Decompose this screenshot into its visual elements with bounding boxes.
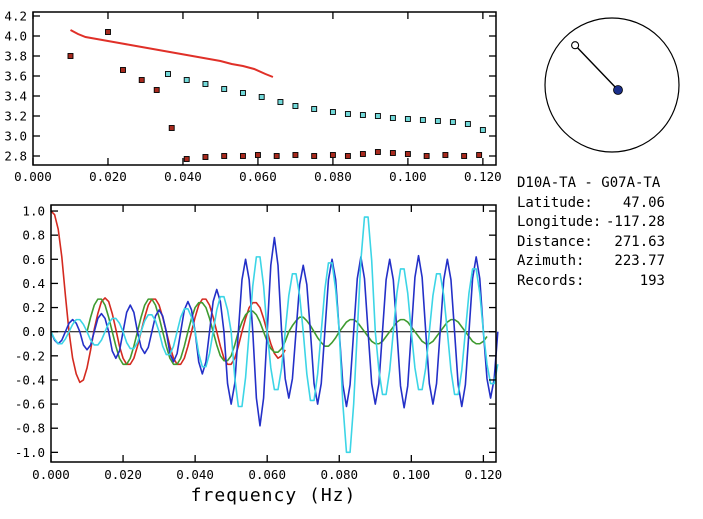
raw-dispersion-points: [67, 29, 483, 162]
y-tick-label: 0.2: [22, 300, 45, 315]
x-axis: 0.000 0.020 0.040 0.060 0.080 0.100 0.120: [32, 205, 502, 482]
records-value: 193: [639, 272, 665, 289]
x-tick-label: 0.020: [104, 467, 142, 482]
x-axis-title: frequency (Hz): [190, 485, 357, 506]
y-tick-label: 3.2: [4, 109, 27, 124]
y-axis: -1.0 -0.8 -0.6 -0.4 -0.2 0.0 0.2 0.4 0.6 0.8 1.0: [15, 204, 496, 460]
y-tick-label: -0.8: [15, 421, 45, 436]
wave-green: [86, 298, 488, 366]
x-tick-label: 0.100: [393, 467, 431, 482]
wave-cyan: [50, 216, 499, 454]
y-tick-label: 3.4: [4, 89, 27, 104]
y-tick-label: -1.0: [15, 445, 45, 460]
dispersion-chart: 0.000 0.020 0.040 0.060 0.080 0.100 0.120 2.8 3.…: [4, 9, 501, 185]
info-row-latitude: Latitude: 47.06: [517, 194, 665, 214]
x-tick-label: 0.040: [176, 467, 214, 482]
y-axis: 2.8 3.0 3.2 3.4 3.6 3.8 4.0 4.2: [4, 9, 496, 164]
reference-station-dot: [613, 85, 623, 95]
remote-station-open-circle: [571, 41, 580, 50]
y-tick-label: 3.0: [4, 129, 27, 144]
x-tick-label: 0.040: [164, 169, 202, 184]
distance-value: 271.63: [614, 233, 665, 250]
y-tick-label: 3.8: [4, 49, 27, 64]
y-tick-label: -0.6: [15, 397, 45, 412]
y-tick-label: 4.2: [4, 9, 27, 24]
station-info-panel: D10A-TA - G07A-TA Latitude: 47.06 Longit…: [517, 174, 665, 291]
y-tick-label: 0.6: [22, 252, 45, 267]
x-tick-label: 0.000: [32, 467, 70, 482]
y-tick-label: 4.0: [4, 29, 27, 44]
x-tick-label: 0.080: [320, 467, 358, 482]
x-tick-label: 0.080: [314, 169, 352, 184]
station-pair-label: D10A-TA - G07A-TA: [517, 175, 661, 191]
latitude-label: Latitude:: [517, 194, 593, 211]
plot-frame: [32, 11, 497, 166]
x-tick-label: 0.020: [89, 169, 127, 184]
smoothed-dispersion-curve: [70, 29, 274, 78]
azimuth-circle: [544, 17, 680, 153]
x-tick-label: 0.000: [14, 169, 52, 184]
cleaned-dispersion-points: [165, 71, 486, 133]
info-row-distance: Distance: 271.63: [517, 233, 665, 253]
x-tick-label: 0.100: [389, 169, 427, 184]
y-tick-label: 0.8: [22, 228, 45, 243]
y-tick-label: 0.0: [22, 324, 45, 339]
y-tick-label: -0.4: [15, 372, 45, 387]
longitude-label: Longitude:: [517, 214, 602, 230]
x-tick-label: 0.120: [464, 169, 502, 184]
info-row-records: Records: 193: [517, 272, 665, 292]
x-tick-label: 0.120: [465, 467, 503, 482]
azimuth-value: 223.77: [614, 253, 665, 269]
x-axis: 0.000 0.020 0.040 0.060 0.080 0.100 0.120: [14, 12, 502, 184]
azimuth-label: Azimuth:: [517, 253, 585, 269]
y-tick-label: -0.2: [15, 348, 45, 363]
y-tick-label: 1.0: [22, 204, 45, 219]
info-row-azimuth: Azimuth: 223.77: [517, 252, 665, 272]
station-pair-line: [574, 44, 619, 91]
y-tick-label: 3.6: [4, 69, 27, 84]
plot-frame: [50, 204, 497, 463]
waveforms-chart: 0.000 0.020 0.040 0.060 0.080 0.100 0.120-1.0-…: [15, 204, 502, 482]
x-tick-label: 0.060: [239, 169, 277, 184]
records-label: Records:: [517, 272, 585, 289]
x-tick-label: 0.060: [248, 467, 286, 482]
y-tick-label: 2.8: [4, 149, 27, 164]
longitude-value: -117.28: [605, 214, 665, 230]
station-azimuth-map: [544, 17, 680, 153]
info-row-longitude: Longitude: -117.28: [517, 213, 665, 233]
latitude-value: 47.06: [622, 194, 665, 211]
distance-label: Distance:: [517, 233, 593, 250]
wave-blue: [50, 236, 499, 427]
y-tick-label: 0.4: [22, 276, 45, 291]
